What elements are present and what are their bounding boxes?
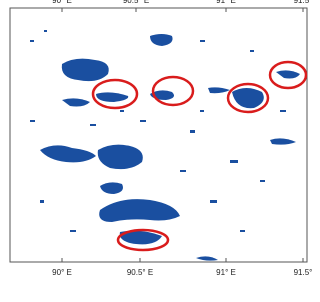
top-label: 90.5° E bbox=[123, 0, 149, 5]
map-frame bbox=[10, 8, 307, 262]
top-label: 91.5° bbox=[294, 0, 313, 5]
top-label: 91° E bbox=[216, 0, 236, 5]
bottom-label: 91.5° bbox=[294, 268, 313, 277]
page: 90° E 90.5° E 91° E 91.5° 90° E 90.5° E 91° E 9… bbox=[0, 0, 315, 297]
bottom-label: 90° E bbox=[52, 268, 72, 277]
bottom-label: 90.5° E bbox=[127, 268, 153, 277]
top-label: 90° E bbox=[52, 0, 72, 5]
bottom-label: 91° E bbox=[216, 268, 236, 277]
map: 90° E 90.5° E 91° E 91.5° 90° E 90.5° E 91° E 9… bbox=[0, 0, 315, 297]
